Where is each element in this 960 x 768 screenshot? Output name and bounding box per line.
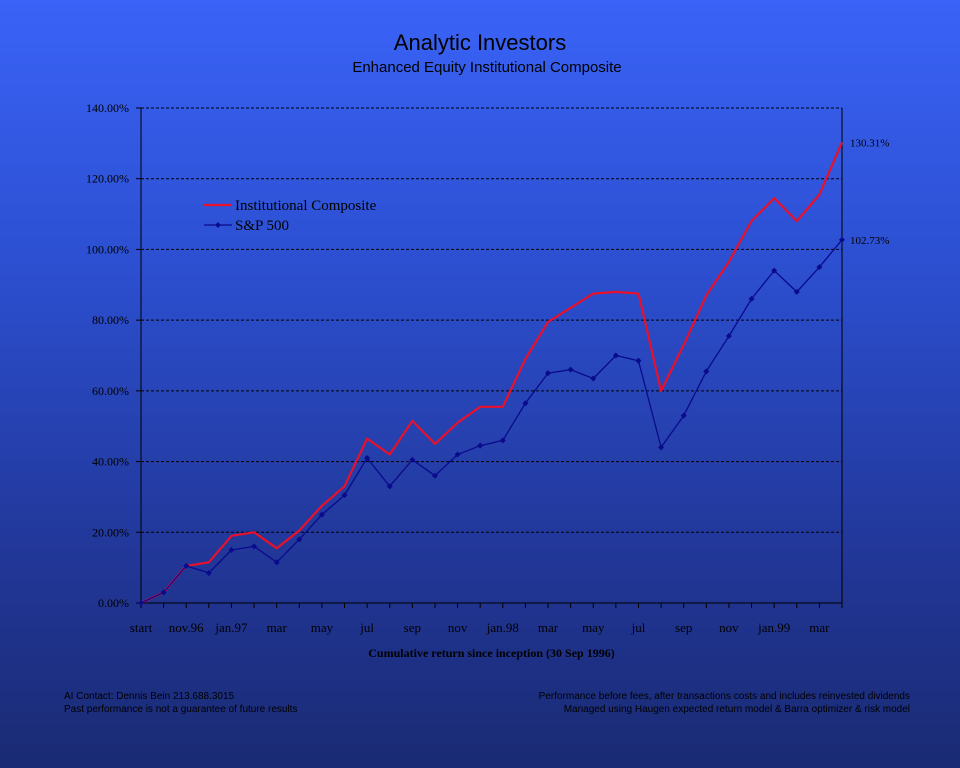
x-tick-label: sep (404, 620, 421, 635)
chart-title: Analytic Investors (393, 30, 567, 55)
x-tick-label: jan.97 (214, 620, 248, 635)
sp500-point (725, 333, 732, 340)
x-axis-title: Cumulative return since inception (30 Se… (368, 646, 614, 660)
x-tick-label: nov.96 (169, 620, 204, 635)
x-tick-label: jan.98 (486, 620, 519, 635)
composite-end-label: 130.31% (850, 137, 889, 149)
composite-line (140, 141, 844, 604)
sp500-point (635, 357, 642, 364)
sp500-point (522, 400, 529, 407)
x-tick-label: jul (631, 620, 646, 635)
sp500-point (183, 562, 190, 569)
sp500-point (454, 451, 461, 458)
sp500-point (612, 352, 619, 359)
sp500-point (567, 366, 574, 373)
sp500-point (703, 368, 710, 375)
y-tick-label: 140.00% (86, 101, 129, 115)
sp500-point (748, 295, 755, 302)
x-tick-label: nov (448, 620, 468, 635)
legend-sp500-marker (215, 222, 221, 228)
footer-methodology: Performance before fees, after transacti… (539, 690, 910, 716)
y-tick-label: 120.00% (86, 172, 129, 186)
x-tick-label: mar (809, 620, 830, 635)
y-tick-label: 60.00% (92, 384, 129, 398)
legend-composite-label: Institutional Composite (235, 198, 377, 214)
chart-subtitle: Enhanced Equity Institutional Composite (352, 59, 622, 76)
sp500-point (839, 236, 845, 243)
x-tick-label: mar (267, 620, 288, 635)
x-tick-label: may (582, 620, 605, 635)
x-tick-label: sep (675, 620, 692, 635)
sp500-point (658, 444, 665, 451)
footer-model-line: Managed using Haugen expected return mod… (563, 704, 910, 715)
labels: 0.00% 20.00% 40.00% 60.00% 80.00% 100.00% 120.… (86, 101, 889, 660)
x-tick-label: start (130, 620, 153, 635)
footer-disclaimer-line: Past performance is not a guarantee of f… (64, 704, 298, 715)
sp500-point (816, 264, 823, 271)
sp500-point (793, 288, 800, 295)
y-tick-label: 40.00% (92, 455, 129, 469)
sp500-point (409, 456, 416, 463)
sp500-point (341, 492, 348, 499)
legend-sp500-label: S&P 500 (235, 218, 289, 234)
x-tick-label: jan.99 (757, 620, 790, 635)
sp500-point (160, 589, 167, 596)
sp500-point (228, 546, 235, 553)
y-tick-label: 20.00% (92, 525, 129, 539)
sp500-point (205, 569, 212, 576)
sp500-point (318, 511, 325, 518)
sp500-end-label: 102.73% (850, 235, 889, 247)
gridlines (141, 107, 842, 533)
sp500-point (386, 483, 393, 490)
sp500-point (771, 267, 778, 274)
sp500-point (431, 472, 438, 479)
legend: Institutional Composite S&P 500 (204, 198, 377, 234)
footer-contact-line: AI Contact: Dennis Bein 213.688.3015 (64, 691, 235, 702)
sp500-point (590, 375, 597, 382)
sp500-point (477, 442, 484, 449)
sp500-point (680, 412, 687, 419)
x-tick-label: may (311, 620, 334, 635)
sp500-point (273, 559, 280, 566)
sp500-point (545, 370, 552, 377)
x-tick-label: jul (359, 620, 374, 635)
sp500-point (251, 543, 258, 550)
sp500-line (140, 239, 843, 604)
sp500-point (364, 455, 371, 462)
y-tick-label: 100.00% (86, 242, 129, 256)
footer-contact: AI Contact: Dennis Bein 213.688.3015 Pas… (64, 690, 297, 716)
sp500-point (138, 600, 144, 606)
sp500-point (296, 536, 303, 543)
y-tick-label: 80.00% (92, 313, 129, 327)
y-tick-label: 0.00% (98, 596, 129, 610)
sp500-point (499, 437, 506, 444)
footer-fees-line: Performance before fees, after transacti… (538, 691, 910, 702)
axes (136, 107, 843, 608)
series (138, 141, 845, 606)
x-tick-label: nov (719, 620, 739, 635)
x-tick-label: mar (538, 620, 559, 635)
